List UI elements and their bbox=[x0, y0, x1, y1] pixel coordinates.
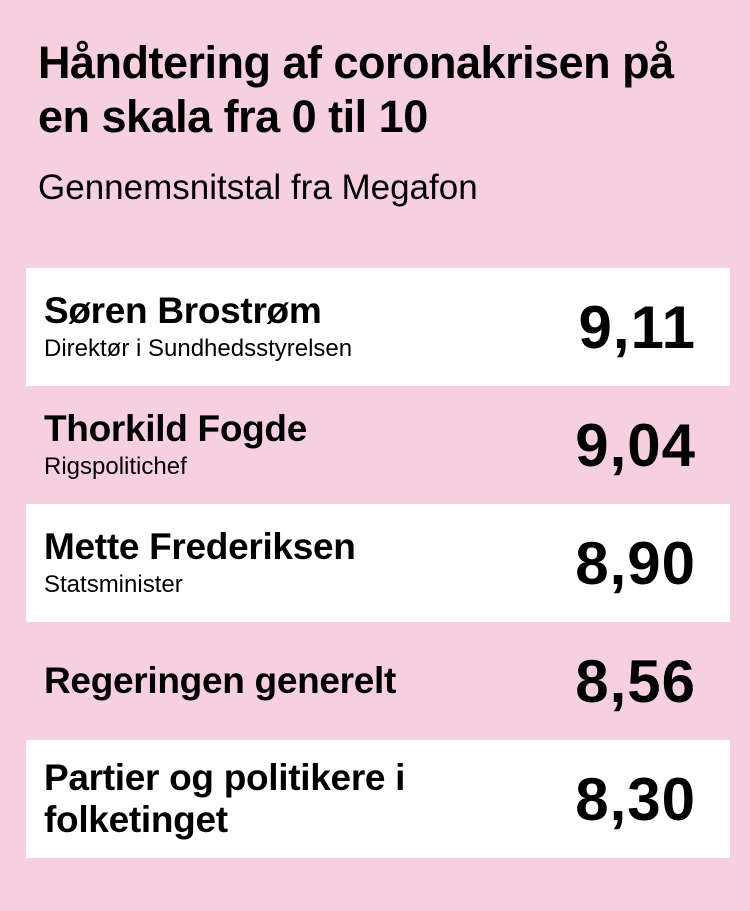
row-value: 9,04 bbox=[575, 411, 696, 479]
row-value: 8,90 bbox=[575, 529, 696, 597]
ratings-table: Søren Brostrøm Direktør i Sundhedsstyrel… bbox=[26, 268, 730, 858]
row-name: Thorkild Fogde bbox=[44, 408, 308, 449]
row-name: Søren Brostrøm bbox=[44, 290, 322, 331]
row-role: Direktør i Sundhedsstyrelsen bbox=[44, 335, 353, 362]
row-role: Statsminister bbox=[44, 571, 183, 598]
table-row: Mette Frederiksen Statsminister 8,90 bbox=[26, 504, 730, 622]
row-value: 8,56 bbox=[575, 647, 696, 715]
table-row: Regeringen generelt 8,56 bbox=[26, 622, 730, 740]
table-row: Thorkild Fogde Rigspolitichef 9,04 bbox=[26, 386, 730, 504]
row-label: Thorkild Fogde Rigspolitichef bbox=[44, 386, 544, 504]
row-value: 9,11 bbox=[578, 293, 696, 361]
chart-title: Håndtering af coronakrisen på en skala f… bbox=[38, 37, 674, 142]
table-row: Partier og politikere i folketinget 8,30 bbox=[26, 740, 730, 858]
chart-subtitle: Gennemsnitstal fra Megafon bbox=[38, 168, 478, 207]
row-label: Regeringen generelt bbox=[44, 622, 544, 740]
row-role: Rigspolitichef bbox=[44, 453, 187, 480]
row-name: Partier og politikere i folketinget bbox=[44, 757, 406, 840]
row-name: Mette Frederiksen bbox=[44, 526, 356, 567]
row-label: Søren Brostrøm Direktør i Sundhedsstyrel… bbox=[44, 268, 544, 386]
row-value: 8,30 bbox=[575, 765, 696, 833]
table-row: Søren Brostrøm Direktør i Sundhedsstyrel… bbox=[26, 268, 730, 386]
row-name: Regeringen generelt bbox=[44, 660, 397, 701]
row-label: Partier og politikere i folketinget bbox=[44, 740, 544, 858]
row-label: Mette Frederiksen Statsminister bbox=[44, 504, 544, 622]
